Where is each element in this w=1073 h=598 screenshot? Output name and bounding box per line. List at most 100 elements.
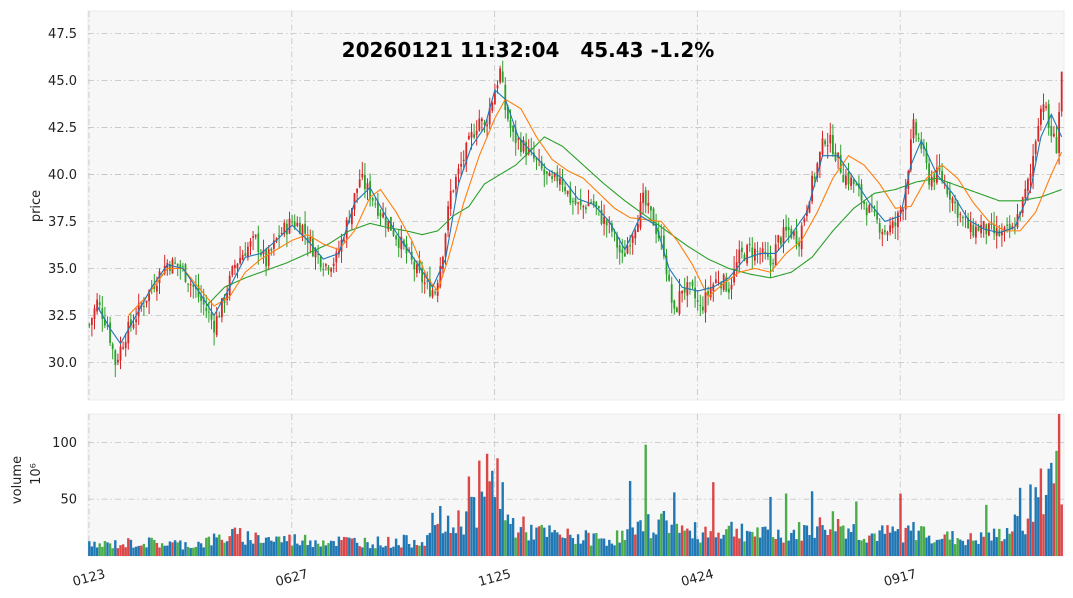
candle-body bbox=[954, 201, 957, 204]
candle-body bbox=[881, 232, 884, 235]
candle-body bbox=[465, 142, 468, 164]
candle-body bbox=[241, 255, 244, 260]
x-tick-label: 0424 bbox=[680, 567, 716, 590]
volume-bar bbox=[228, 536, 231, 556]
candle-body bbox=[330, 268, 333, 272]
volume-bar bbox=[527, 540, 530, 556]
volume-bar bbox=[103, 541, 107, 556]
candle-body bbox=[350, 208, 353, 225]
price-tick-label: 47.5 bbox=[48, 27, 77, 42]
candle-body bbox=[1024, 188, 1027, 199]
volume-bar bbox=[350, 538, 354, 556]
volume-bar bbox=[654, 534, 658, 556]
volume-bar bbox=[979, 532, 983, 556]
volume-bar bbox=[275, 536, 278, 556]
volume-bar bbox=[241, 541, 244, 556]
candle-body bbox=[603, 217, 606, 224]
volume-bar bbox=[769, 496, 772, 556]
volume-bar bbox=[254, 532, 257, 556]
candle-body bbox=[597, 206, 600, 208]
candle-body bbox=[413, 261, 416, 270]
candle-body bbox=[439, 266, 442, 287]
candle-body bbox=[639, 201, 642, 228]
candle-body bbox=[993, 224, 996, 234]
volume-bar bbox=[938, 539, 941, 556]
volume-bar bbox=[244, 544, 247, 556]
volume-bar bbox=[842, 525, 845, 556]
candle-body bbox=[582, 206, 585, 208]
candle-body bbox=[148, 290, 151, 302]
volume-bar bbox=[426, 535, 429, 556]
candle-body bbox=[428, 279, 431, 297]
candle-body bbox=[553, 173, 556, 178]
volume-bar bbox=[595, 533, 598, 556]
volume-bar bbox=[392, 546, 395, 556]
candle-body bbox=[353, 193, 356, 210]
volume-bar bbox=[535, 527, 538, 556]
candle-body bbox=[298, 222, 301, 235]
candle-body bbox=[972, 224, 975, 236]
volume-bar bbox=[511, 518, 515, 556]
price-tick-label: 42.5 bbox=[48, 121, 77, 136]
volume-bar bbox=[995, 537, 998, 556]
volume-bar bbox=[387, 536, 390, 556]
volume-bar bbox=[394, 538, 398, 556]
candle-body bbox=[379, 212, 382, 217]
candle-body bbox=[158, 271, 161, 284]
candle-body bbox=[512, 125, 515, 132]
candle-body bbox=[291, 221, 294, 223]
volume-bar bbox=[974, 540, 978, 556]
volume-bar bbox=[251, 543, 255, 556]
candle-body bbox=[527, 148, 530, 154]
volume-bar bbox=[868, 535, 871, 556]
candle-body bbox=[192, 284, 195, 287]
volume-bar bbox=[197, 541, 200, 556]
candle-body bbox=[366, 183, 369, 190]
candle-body bbox=[873, 210, 876, 213]
candle-body bbox=[285, 223, 288, 235]
volume-bar bbox=[410, 547, 413, 556]
volume-bar bbox=[181, 549, 185, 556]
volume-axis-label: volume bbox=[10, 456, 25, 504]
volume-bar bbox=[717, 532, 720, 556]
volume-bar bbox=[371, 544, 374, 556]
candle-body bbox=[384, 217, 387, 226]
candle-body bbox=[392, 230, 395, 236]
volume-bar bbox=[496, 458, 499, 556]
candle-body bbox=[441, 256, 444, 269]
volume-bar bbox=[194, 546, 198, 556]
volume-bar bbox=[839, 526, 842, 556]
volume-bar bbox=[600, 538, 603, 556]
volume-bar bbox=[808, 535, 811, 556]
candle-body bbox=[280, 232, 283, 234]
candle-body bbox=[558, 178, 561, 185]
volume-bar bbox=[303, 534, 307, 556]
candle-body bbox=[400, 236, 403, 250]
volume-bar bbox=[826, 535, 829, 556]
candle-body bbox=[566, 190, 569, 194]
volume-bar bbox=[233, 527, 237, 556]
candle-body bbox=[1021, 197, 1024, 213]
candle-body bbox=[571, 201, 574, 203]
volume-bar bbox=[608, 539, 611, 556]
volume-bar bbox=[329, 540, 333, 556]
volume-bar bbox=[267, 537, 270, 556]
volume-bar bbox=[470, 496, 473, 556]
volume-bar bbox=[621, 530, 624, 556]
volume-bar bbox=[553, 529, 556, 556]
volume-bar bbox=[636, 521, 640, 556]
volume-bar bbox=[917, 530, 920, 556]
candle-body bbox=[831, 135, 834, 155]
candle-body bbox=[642, 192, 645, 203]
candle-body bbox=[426, 280, 429, 282]
volume-bar bbox=[171, 542, 174, 556]
volume-bar bbox=[153, 539, 156, 556]
candle-body bbox=[714, 279, 717, 283]
candle-body bbox=[205, 307, 208, 311]
volume-bar bbox=[857, 539, 861, 556]
volume-bar bbox=[628, 481, 632, 556]
candle-body bbox=[491, 102, 494, 111]
volume-bar bbox=[1026, 518, 1030, 556]
candle-body bbox=[496, 85, 499, 89]
